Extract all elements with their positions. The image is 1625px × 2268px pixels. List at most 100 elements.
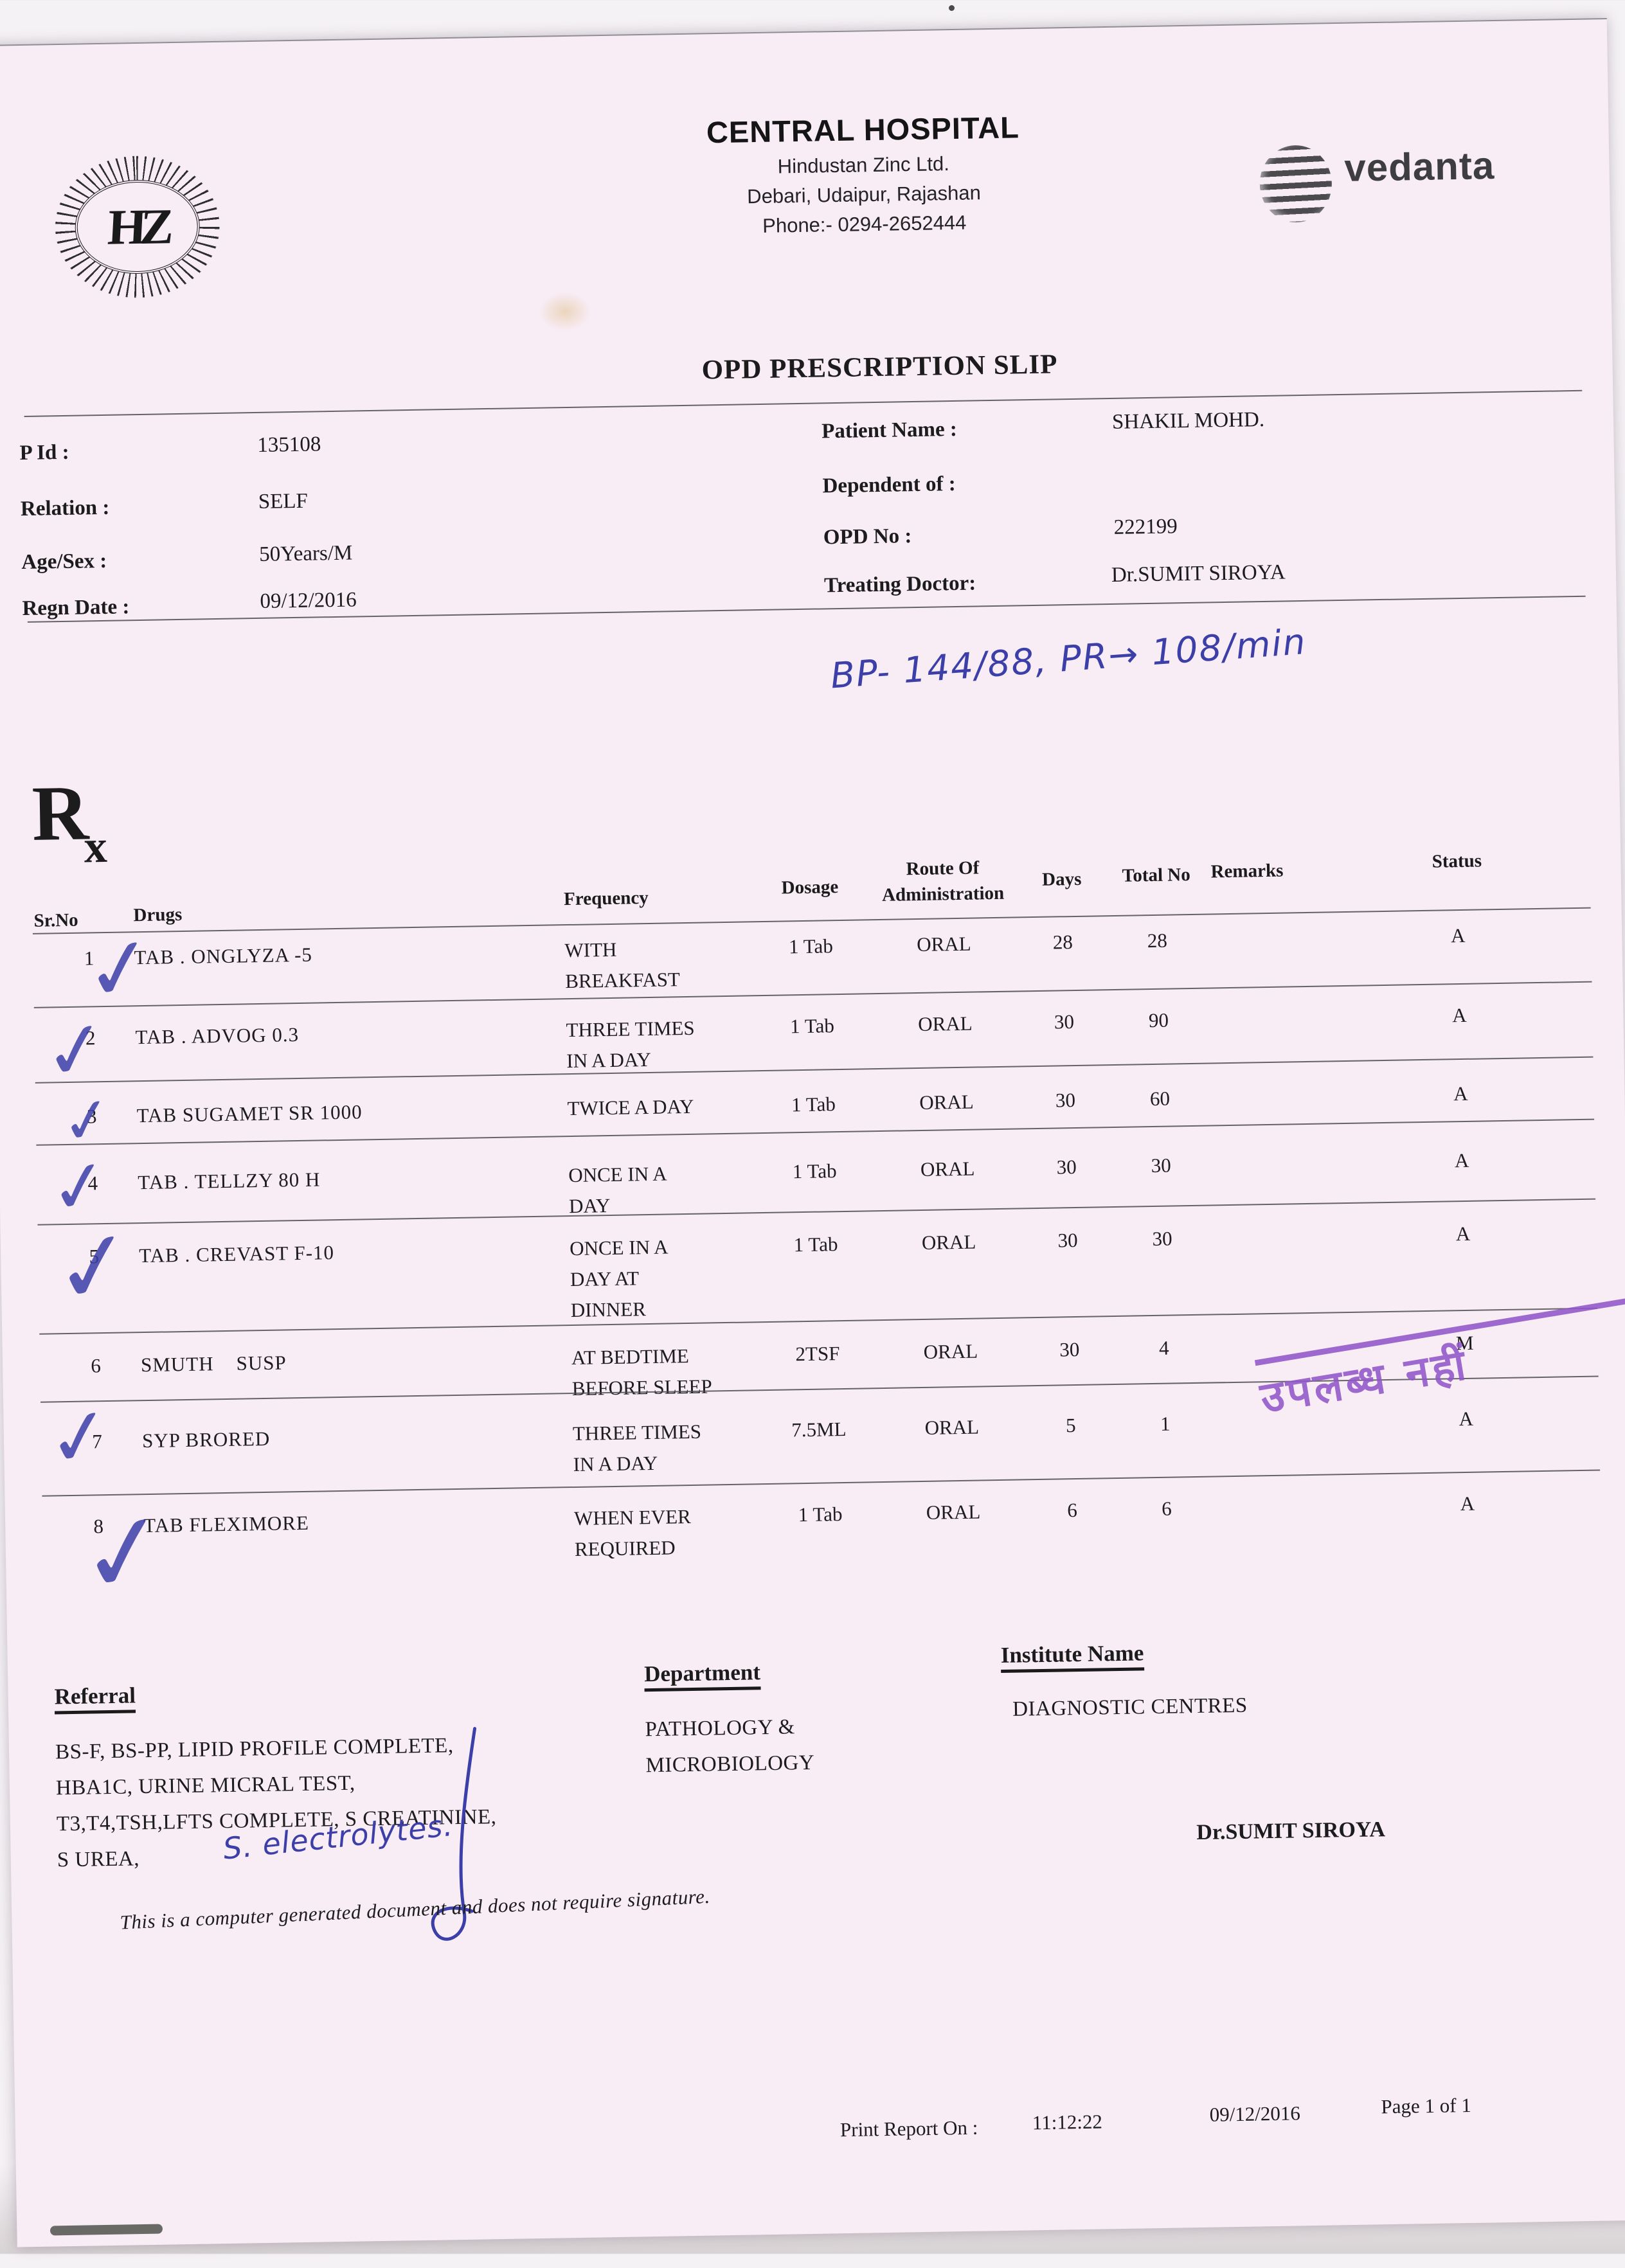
row-days: 30 (1055, 1088, 1076, 1112)
col-header-srno: Sr.No (33, 909, 78, 931)
agesex-label: Age/Sex : (21, 549, 107, 575)
opd-no-value: 222199 (1113, 515, 1178, 539)
signoff-doctor-name: Dr.SUMIT SIROYA (1196, 1817, 1386, 1845)
row-drug: TAB . ONGLYZA -5 (134, 943, 313, 969)
row-status: A (1459, 1407, 1474, 1431)
institute-heading-text: Institute Name (1000, 1640, 1144, 1674)
col-header-dosage: Dosage (781, 877, 839, 898)
patient-name-label: Patient Name : (821, 417, 958, 443)
row-days: 28 (1052, 931, 1073, 954)
treating-doctor-value: Dr.SUMIT SIROYA (1111, 560, 1286, 587)
patient-name-value: SHAKIL MOHD. (1111, 407, 1265, 434)
row-total-no: 30 (1152, 1227, 1172, 1251)
col-header-remarks: Remarks (1210, 860, 1284, 882)
row-dosage: 1 Tab (788, 934, 834, 958)
relation-label: Relation : (20, 496, 110, 521)
row-route: ORAL (916, 932, 971, 956)
rx-symbol-sub: x (84, 820, 108, 873)
row-drug: TAB SUGAMET SR 1000 (136, 1100, 363, 1127)
agesex-value: 50Years/M (258, 541, 353, 566)
row-frequency: THREE TIMES IN A DAY (572, 1420, 702, 1476)
department-value: PATHOLOGY & MICROBIOLOGY (645, 1715, 815, 1778)
scan-artifact-dot (949, 5, 955, 11)
hospital-phone: Phone:- 0294-2652444 (762, 211, 967, 237)
row-days: 5 (1065, 1414, 1076, 1437)
row-days: 30 (1059, 1337, 1080, 1361)
row-dosage: 1 Tab (798, 1503, 843, 1526)
department-heading-text: Department (643, 1659, 761, 1692)
computer-generated-disclaimer: This is a computer generated document an… (119, 1884, 711, 1934)
row-status: A (1455, 1222, 1471, 1246)
opd-no-label: OPD No : (823, 524, 912, 549)
row-days: 30 (1054, 1010, 1075, 1033)
handwritten-vitals-note: BP- 144/88, PR→ 108/min (829, 620, 1308, 697)
hospital-letterhead: CENTRAL HOSPITAL Hindustan Zinc Ltd. Deb… (599, 107, 1128, 240)
treating-doctor-label: Treating Doctor: (823, 571, 976, 598)
print-report-label: Print Report On : (839, 2116, 978, 2141)
row-dosage: 1 Tab (793, 1233, 838, 1256)
col-header-status: Status (1432, 850, 1482, 872)
ink-checkmark-row2: ✓ (37, 1001, 115, 1100)
row-status: A (1450, 924, 1466, 947)
row-status: A (1460, 1492, 1475, 1515)
scan-artifact-smear (49, 2224, 163, 2236)
table-row-8: 8 TAB FLEXIMORE WHEN EVER REQUIRED 1 Tab… (24, 1485, 1625, 1560)
row-frequency: AT BEDTIME BEFORE SLEEP (571, 1344, 712, 1400)
print-time: 11:12:22 (1032, 2110, 1103, 2134)
ink-checkmark-row7: ✓ (40, 1388, 119, 1487)
divider-under-title (24, 389, 1583, 417)
hospital-organization: Hindustan Zinc Ltd. (777, 152, 950, 178)
row-frequency: ONCE IN A DAY AT DINNER (569, 1235, 669, 1322)
row-route: ORAL (919, 1090, 974, 1114)
row-drug: TAB . ADVOG 0.3 (135, 1023, 300, 1049)
row-status: A (1454, 1148, 1469, 1172)
row-route: ORAL (923, 1339, 978, 1363)
row-route: ORAL (917, 1012, 973, 1036)
doctor-signature-ink (431, 1727, 477, 1941)
pid-label: P Id : (19, 440, 69, 465)
divider-under-table-header (32, 907, 1591, 934)
document-title: OPD PRESCRIPTION SLIP (701, 349, 1058, 386)
vedanta-wordmark: vedanta (1343, 143, 1495, 190)
row-total-no: 60 (1149, 1087, 1171, 1111)
row-dosage: 1 Tab (791, 1093, 836, 1116)
col-header-route: Route Of Administration (881, 857, 1005, 906)
row-route: ORAL (924, 1415, 980, 1439)
row-dosage: 1 Tab (789, 1014, 835, 1038)
row-frequency: TWICE A DAY (567, 1094, 694, 1120)
table-row-1: 1 TAB . ONGLYZA -5 WITH BREAKFAST 1 Tab … (15, 917, 1625, 992)
row-total-no: 28 (1147, 929, 1168, 952)
pid-value: 135108 (257, 433, 321, 457)
print-date: 09/12/2016 (1209, 2102, 1301, 2126)
page-number: Page 1 of 1 (1381, 2093, 1472, 2118)
row-drug: TAB FLEXIMORE (143, 1511, 310, 1537)
row-total-no: 30 (1151, 1154, 1171, 1177)
relation-value: SELF (258, 489, 309, 513)
vedanta-sphere-icon (1259, 145, 1333, 224)
table-row-3: 3 TAB SUGAMET SR 1000 TWICE A DAY 1 Tab … (17, 1075, 1625, 1128)
row-dosage: 7.5ML (791, 1417, 847, 1442)
row-drug: TAB . TELLZY 80 H (138, 1168, 321, 1194)
institute-value: DIAGNOSTIC CENTRES (1012, 1693, 1248, 1721)
col-header-total-no: Total No (1122, 864, 1190, 886)
row-drug: TAB . CREVAST F-10 (138, 1241, 335, 1267)
row-total-no: 90 (1148, 1008, 1169, 1032)
ink-checkmark-row8: ✓ (70, 1485, 178, 1621)
rx-symbol: R (31, 769, 90, 857)
hzl-logo: HZ (51, 152, 223, 301)
row-status: A (1453, 1082, 1468, 1105)
referral-heading-text: Referral (54, 1683, 136, 1715)
row-dosage: 1 Tab (792, 1159, 837, 1183)
ink-checkmark-row5: ✓ (45, 1206, 143, 1330)
row-frequency: WITH BREAKFAST (564, 938, 681, 993)
col-header-days: Days (1041, 868, 1082, 890)
prescription-paper-sheet: HZ CENTRAL HOSPITAL Hindustan Zinc Ltd. … (0, 18, 1625, 2247)
row-drug: SYP BRORED (141, 1427, 271, 1452)
row-route: ORAL (926, 1500, 981, 1524)
row-dosage: 2TSF (795, 1342, 840, 1366)
hzl-monogram: HZ (106, 198, 169, 255)
department-heading: Department (643, 1659, 761, 1692)
referral-tests-list: BS-F, BS-PP, LIPID PROFILE COMPLETE, HBA… (55, 1734, 497, 1872)
regndate-label: Regn Date : (22, 595, 130, 621)
